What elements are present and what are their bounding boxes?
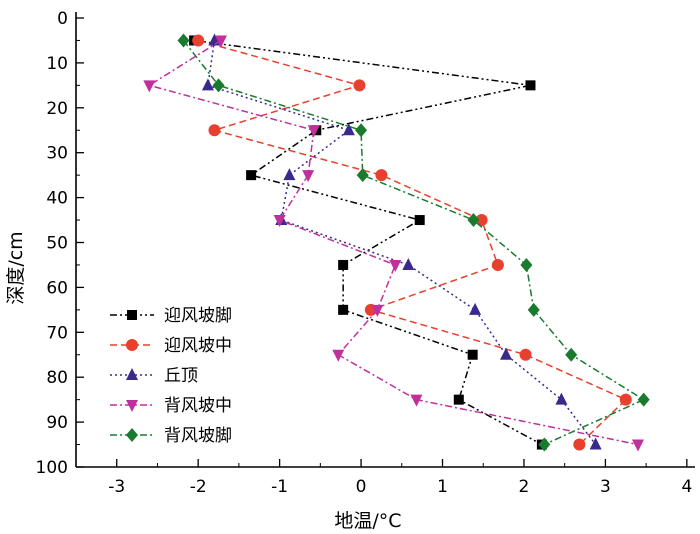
series-4 (143, 35, 644, 452)
data-point (177, 33, 190, 48)
legend-label: 丘顶 (164, 366, 198, 386)
series-layer (143, 33, 650, 452)
y-tick-label: 90 (46, 413, 68, 433)
data-point (283, 168, 296, 181)
series-line (147, 39, 639, 446)
y-tick-label: 80 (46, 368, 68, 388)
data-point (332, 349, 345, 362)
data-point (273, 215, 286, 228)
series-line (207, 40, 597, 446)
legend-label: 迎风坡脚 (164, 306, 232, 326)
series-5 (177, 33, 650, 452)
data-point (375, 169, 388, 182)
legend-item: 背风坡中 (110, 396, 232, 416)
y-tick-label: 20 (46, 99, 68, 119)
data-point (338, 304, 349, 315)
data-point (467, 213, 480, 228)
y-tick-label: 10 (46, 54, 68, 74)
data-point (467, 349, 478, 360)
data-point (208, 124, 221, 137)
data-point (500, 347, 513, 360)
data-point (402, 257, 415, 270)
x-axis-title: 地温/°C (334, 510, 401, 532)
data-point (525, 80, 536, 91)
legend-item: 背风坡脚 (110, 426, 232, 446)
data-point (353, 79, 366, 92)
data-point (389, 259, 402, 272)
legend-marker (127, 310, 137, 320)
x-tick-label: 1 (437, 477, 448, 497)
data-point (519, 348, 532, 361)
data-point (338, 259, 349, 270)
data-point (589, 437, 602, 450)
legend-item: 迎风坡脚 (110, 306, 232, 326)
legend-marker (126, 428, 138, 442)
legend-item: 迎风坡中 (110, 336, 232, 356)
series-2 (192, 34, 632, 451)
x-tick-label: 4 (681, 477, 692, 497)
data-point (469, 302, 482, 315)
y-tick-label: 50 (46, 234, 68, 254)
y-tick-label: 0 (57, 9, 68, 29)
data-point (342, 123, 355, 136)
legend-marker (126, 400, 138, 412)
y-tick-label: 40 (46, 189, 68, 209)
data-point (201, 78, 214, 91)
x-tick-label: 2 (519, 477, 530, 497)
y-tick-label: 70 (46, 323, 68, 343)
data-point (212, 78, 225, 93)
x-tick-label: -1 (271, 477, 288, 497)
legend-item: 丘顶 (110, 366, 198, 386)
x-tick-label: 3 (600, 477, 611, 497)
legend-label: 迎风坡中 (164, 336, 232, 356)
data-point (527, 302, 540, 317)
data-point (356, 168, 369, 183)
data-point (491, 258, 504, 271)
y-tick-label: 60 (46, 278, 68, 298)
data-point (637, 392, 650, 407)
data-point (453, 394, 464, 405)
data-point (573, 438, 586, 451)
data-point (475, 214, 488, 227)
data-point (143, 80, 156, 93)
legend-label: 背风坡脚 (164, 426, 232, 446)
data-point (214, 35, 227, 48)
series-line (197, 39, 628, 446)
data-point (192, 34, 205, 47)
data-point (555, 392, 568, 405)
data-point (307, 125, 320, 138)
data-point (302, 170, 315, 183)
data-point (414, 215, 425, 226)
series-1 (189, 35, 547, 450)
y-tick-label: 100 (36, 458, 68, 478)
data-point (355, 123, 368, 138)
legend-marker (126, 339, 138, 351)
data-point (410, 394, 423, 407)
y-tick-label: 30 (46, 144, 68, 164)
axes: 0 10 20 30 40 50 60 70 80 90 100 -3 -2 -1 0 1 2 3 4 (36, 9, 695, 497)
legend-label: 背风坡中 (164, 396, 232, 416)
legend-marker (126, 368, 138, 380)
y-axis-title: 深度/cm (5, 231, 27, 304)
data-point (246, 170, 257, 181)
data-point (631, 439, 644, 452)
data-point (538, 437, 551, 452)
x-tick-label: -2 (190, 477, 207, 497)
series-line (193, 39, 543, 446)
data-point (565, 347, 578, 362)
series-line (182, 39, 646, 446)
x-tick-label: 0 (356, 477, 367, 497)
data-point (520, 257, 533, 272)
data-point (371, 304, 384, 317)
series-3 (201, 33, 602, 450)
data-point (619, 393, 632, 406)
x-tick-label: -3 (108, 477, 125, 497)
